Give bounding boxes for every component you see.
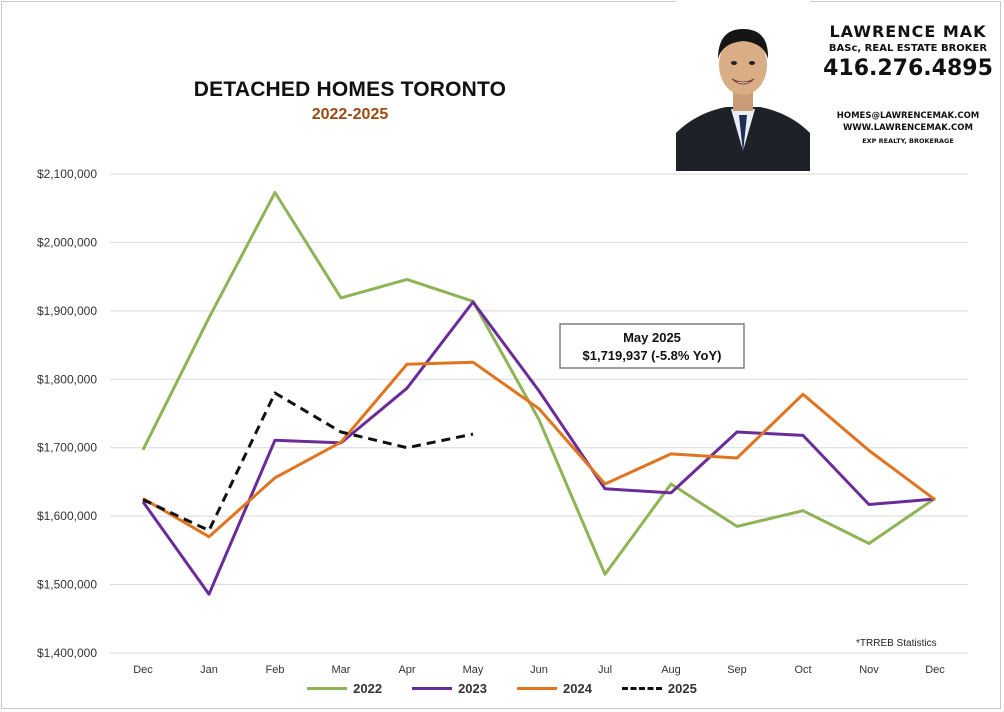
- agent-photo: [676, 1, 810, 171]
- legend-label: 2023: [458, 680, 487, 696]
- x-tick-label: Feb: [266, 664, 285, 676]
- legend-swatch: [307, 686, 348, 690]
- chart-series: [141, 191, 936, 596]
- legend-item-2023: 2023: [412, 678, 487, 698]
- series-line-2025: [142, 391, 474, 532]
- chart-legend: 2022 2023 2024 2025: [0, 678, 1004, 698]
- x-tick-label: Dec: [925, 664, 945, 676]
- agent-credentials: BASc, REAL ESTATE BROKER: [828, 43, 988, 54]
- legend-label: 2024: [563, 680, 592, 696]
- y-tick-label: $1,500,000: [37, 578, 97, 592]
- x-tick-label: Aug: [661, 664, 681, 676]
- x-tick-label: Jun: [530, 664, 548, 676]
- chart-title: DETACHED HOMES TORONTO: [193, 78, 507, 101]
- series-line-2024: [142, 360, 936, 539]
- chart-gridlines: [110, 173, 968, 654]
- y-tick-label: $2,100,000: [37, 167, 97, 181]
- callout-line2: $1,719,937 (-5.8% YoY): [583, 348, 722, 363]
- callout-box: [559, 323, 745, 369]
- legend-label: 2022: [353, 680, 383, 696]
- legend-label: 2025: [667, 680, 697, 696]
- x-tick-label: May: [463, 664, 484, 676]
- y-tick-label: $1,800,000: [37, 372, 97, 386]
- agent-brokerage: EXP REALTY, BROKERAGE: [862, 137, 954, 145]
- x-axis-ticks: Dec Jan Feb Mar Apr May Jun Jul Aug Sep Oct Nov Dec: [133, 664, 945, 676]
- agent-info: LAWRENCE MAK BASc, REAL ESTATE BROKER 41…: [818, 22, 998, 145]
- agent-name: LAWRENCE MAK: [829, 22, 987, 41]
- legend-swatch: [412, 686, 453, 690]
- chart-callout: May 2025 $1,719,937 (-5.8% YoY): [559, 323, 745, 369]
- y-tick-label: $1,700,000: [37, 441, 97, 455]
- legend-swatch: [517, 686, 557, 690]
- legend-item-2025: 2025: [621, 678, 697, 698]
- series-line-2022: [141, 191, 936, 576]
- callout-line1: May 2025: [623, 330, 681, 345]
- x-tick-label: Jul: [598, 664, 612, 676]
- y-tick-label: $1,900,000: [37, 304, 97, 318]
- y-tick-label: $1,400,000: [37, 646, 97, 660]
- legend-item-2022: 2022: [307, 678, 382, 698]
- x-tick-label: Sep: [727, 664, 747, 676]
- agent-phone[interactable]: 416.276.4895: [823, 56, 993, 81]
- y-tick-label: $2,000,000: [37, 235, 97, 249]
- source-note: *TRREB Statistics: [856, 638, 937, 649]
- legend-item-2024: 2024: [517, 678, 592, 698]
- y-axis-ticks: $1,400,000 $1,500,000 $1,600,000 $1,700,000…: [37, 167, 97, 660]
- x-tick-label: Mar: [332, 664, 351, 676]
- x-tick-label: Nov: [859, 664, 879, 676]
- agent-portrait-icon: [676, 1, 810, 171]
- legend-swatch: [621, 686, 662, 690]
- y-tick-label: $1,600,000: [37, 509, 97, 523]
- x-tick-label: Oct: [794, 664, 811, 676]
- x-tick-label: Dec: [133, 664, 153, 676]
- series-line-2023: [141, 300, 936, 596]
- x-tick-label: Apr: [398, 664, 415, 676]
- chart-subtitle: 2022-2025: [311, 106, 389, 123]
- agent-email[interactable]: HOMES@LAWRENCEMAK.COM: [836, 111, 980, 121]
- x-tick-label: Jan: [200, 664, 218, 676]
- agent-website[interactable]: WWW.LAWRENCEMAK.COM: [843, 123, 973, 133]
